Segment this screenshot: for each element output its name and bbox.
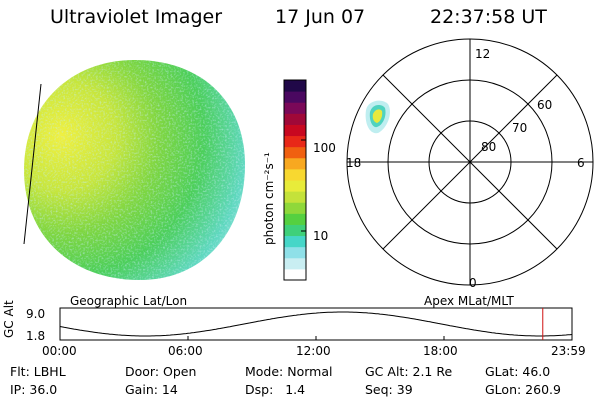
colorbar-segment bbox=[284, 80, 306, 92]
time-tick-2359: 23:59 bbox=[551, 344, 586, 358]
info-door: Door: Open bbox=[125, 364, 197, 379]
date-label: 17 Jun 07 bbox=[275, 6, 366, 28]
colorbar-tick-100: 100 bbox=[313, 141, 336, 155]
altitude-curve bbox=[59, 311, 573, 337]
colorbar-segment bbox=[284, 102, 306, 114]
polar-diagonal-2 bbox=[382, 74, 558, 250]
info-dsp: Dsp: 1.4 bbox=[245, 382, 306, 397]
time-tick-0000: 00:00 bbox=[42, 344, 77, 358]
terminator-line bbox=[23, 83, 42, 245]
altitude-ytick-high: 9.0 bbox=[26, 307, 46, 321]
colorbar-segment bbox=[284, 157, 306, 170]
hour-label-6: 6 bbox=[577, 156, 585, 170]
color-bar bbox=[283, 79, 307, 281]
info-mode: Mode: Normal bbox=[245, 364, 333, 379]
info-flt: Flt: LBHL bbox=[10, 364, 66, 379]
info-gain: Gain: 14 bbox=[125, 382, 178, 397]
hour-label-0: 0 bbox=[469, 276, 477, 290]
time-tick-1200: 12:00 bbox=[296, 344, 331, 358]
radial-label-80: 80 bbox=[481, 140, 497, 154]
info-gcalt: GC Alt: 2.1 Re bbox=[365, 364, 453, 379]
info-seq: Seq: 39 bbox=[365, 382, 413, 397]
altitude-strip bbox=[59, 307, 573, 341]
colorbar-segment bbox=[284, 224, 306, 237]
info-glon: GLon: 260.9 bbox=[485, 382, 561, 397]
colorbar-segment bbox=[284, 202, 306, 214]
apex-label: Apex MLat/MLT bbox=[424, 294, 514, 308]
colorbar-segment bbox=[284, 235, 306, 248]
instrument-title: Ultraviolet Imager bbox=[50, 6, 223, 28]
colorbar-segment bbox=[284, 91, 306, 103]
radial-label-70: 70 bbox=[512, 121, 528, 135]
altitude-ylabel: GC Alt bbox=[2, 300, 16, 338]
hour-label-12: 12 bbox=[475, 47, 491, 61]
info-glat: GLat: 46.0 bbox=[485, 364, 551, 379]
aurora-patch bbox=[365, 100, 390, 134]
time-label: 22:37:58 UT bbox=[430, 6, 547, 28]
altitude-ytick-low: 1.8 bbox=[26, 329, 46, 343]
time-tick-1800: 18:00 bbox=[423, 344, 458, 358]
radial-label-60: 60 bbox=[537, 98, 553, 112]
time-tick-0600: 06:00 bbox=[168, 344, 203, 358]
colorbar-segment bbox=[284, 213, 306, 225]
colorbar-segment bbox=[284, 191, 306, 203]
colorbar-segment bbox=[284, 268, 306, 281]
colorbar-segment bbox=[284, 124, 306, 137]
colorbar-tick-10: 10 bbox=[313, 229, 329, 243]
colorbar-segment bbox=[284, 135, 306, 148]
hour-label-18: 18 bbox=[346, 156, 362, 170]
colorbar-segment bbox=[284, 168, 306, 181]
colorbar-segment bbox=[284, 113, 306, 125]
geographic-label: Geographic Lat/Lon bbox=[70, 294, 188, 308]
colorbar-segment bbox=[284, 246, 306, 259]
colorbar-frame bbox=[283, 79, 307, 281]
info-ip: IP: 36.0 bbox=[10, 382, 58, 397]
colorbar-segment bbox=[284, 146, 306, 159]
colorbar-segment bbox=[284, 180, 306, 192]
colorbar-segment bbox=[284, 257, 306, 270]
